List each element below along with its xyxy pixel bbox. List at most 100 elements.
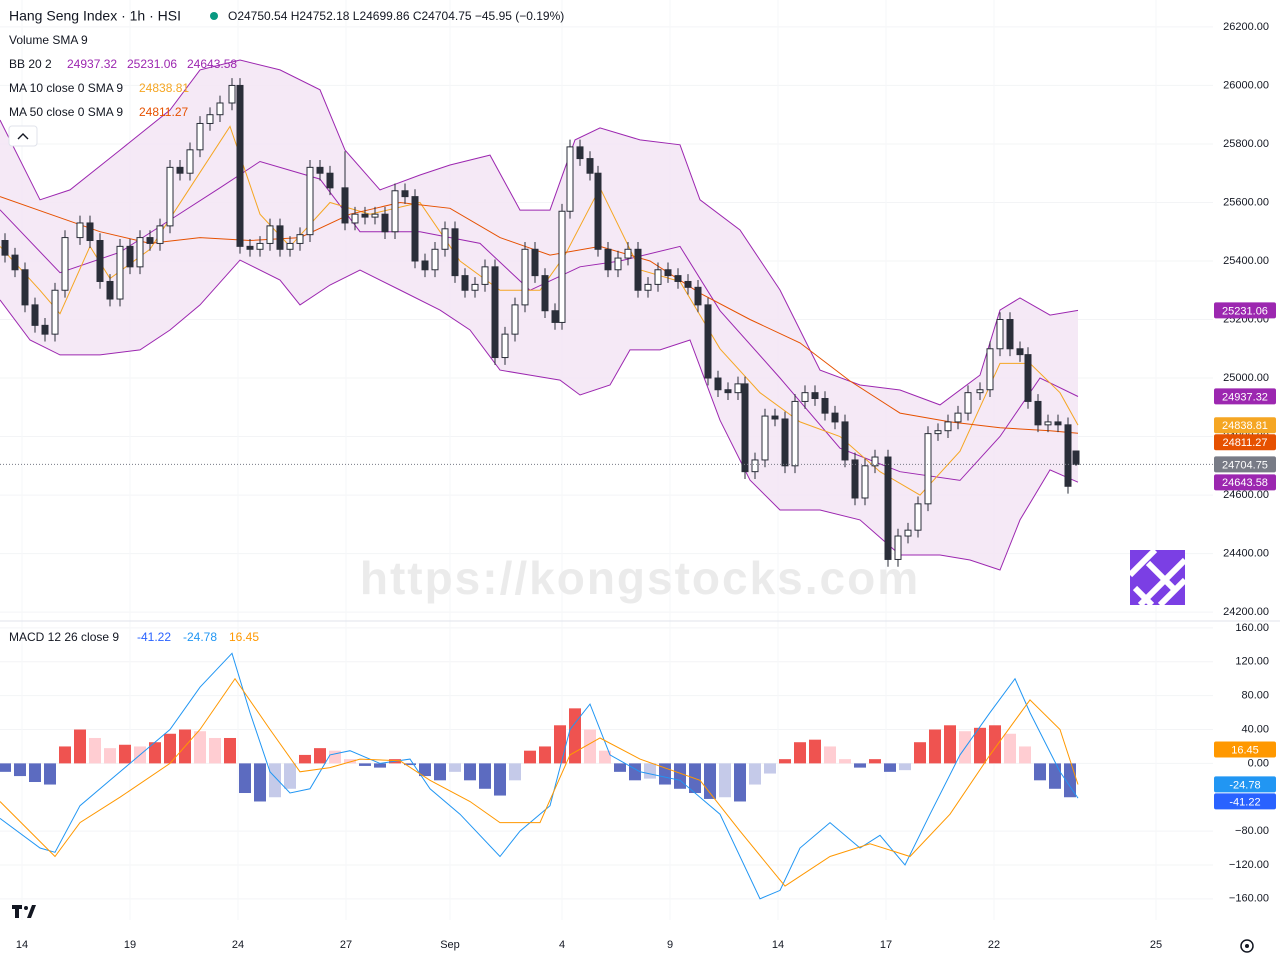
candle-body <box>1024 354 1032 402</box>
y-tick-label: −160.00 <box>1229 893 1269 905</box>
histogram-bar <box>0 763 11 772</box>
histogram-bar <box>839 759 851 764</box>
histogram-bar <box>929 729 941 764</box>
x-tick-label: 14 <box>16 939 28 951</box>
candle-body <box>734 383 742 394</box>
candle-body <box>624 248 632 259</box>
settings-button[interactable] <box>1240 939 1254 953</box>
collapse-legend-button[interactable] <box>8 125 38 147</box>
y-tick-label: 25400.00 <box>1223 255 1269 267</box>
x-tick-label: 25 <box>1150 939 1162 951</box>
price-badge <box>1214 388 1276 405</box>
candle-body <box>146 237 154 244</box>
broker-logo <box>1127 547 1188 608</box>
candle-body <box>411 196 419 262</box>
candle-body <box>441 228 449 250</box>
price-badges: 25231.06 24937.32 24838.81 24811.27 24704.75… <box>1214 302 1276 810</box>
symbol-title[interactable]: Hang Seng Index · 1h · HSI <box>9 8 181 24</box>
candle-body <box>511 304 519 335</box>
candle-body <box>724 389 732 394</box>
x-tick-label: 4 <box>559 939 565 951</box>
tradingview-logo[interactable] <box>12 905 36 918</box>
histogram-bar <box>794 742 806 764</box>
candle-body <box>286 242 294 250</box>
x-tick-label: 14 <box>772 939 784 951</box>
candle-body <box>186 149 194 174</box>
x-tick-label: 27 <box>340 939 352 951</box>
bb-upper <box>0 59 1079 406</box>
histogram-bar <box>299 754 311 764</box>
candle-body <box>761 415 769 461</box>
candle-body <box>501 333 509 359</box>
axes: 24200.0024400.0024600.0024800.0025000.00… <box>16 21 1269 951</box>
candle-body <box>976 389 984 394</box>
y-tick-label: 24600.00 <box>1223 489 1269 501</box>
price-badge-label: 16.45 <box>1231 744 1259 756</box>
x-tick-label: Sep <box>440 939 460 951</box>
chevron-icon <box>17 133 29 140</box>
histogram-bar <box>119 744 131 764</box>
candle-body <box>106 280 114 300</box>
macd-legend[interactable]: MACD 12 26 close 9 <box>9 630 119 644</box>
ohlc-readout: O24750.54 H24752.18 L24699.86 C24704.75 … <box>228 9 564 23</box>
candle-body <box>86 222 94 242</box>
candle-body <box>704 304 712 379</box>
candle-body <box>341 187 349 224</box>
candle-body <box>116 245 124 300</box>
y-tick-label: 40.00 <box>1241 723 1269 735</box>
ma10-value: 24838.81 <box>139 81 189 95</box>
histogram-bar <box>944 725 956 764</box>
price-badge-label: 24704.75 <box>1222 459 1268 471</box>
ma50-legend[interactable]: MA 50 close 0 SMA 9 <box>9 105 123 119</box>
histogram-bar <box>1019 746 1031 764</box>
x-tick-label: 19 <box>124 939 136 951</box>
candle-body <box>1072 450 1080 465</box>
candle-body <box>821 398 829 414</box>
signal-line <box>0 677 1079 887</box>
price-badge <box>1214 776 1276 793</box>
bb-fill <box>0 59 1078 570</box>
histogram-bar <box>89 737 101 764</box>
candle-body <box>326 172 334 189</box>
candle-body <box>156 225 164 244</box>
candle-body <box>586 158 594 174</box>
histogram-bar <box>989 725 1001 764</box>
volume-legend[interactable]: Volume SMA 9 <box>9 33 88 47</box>
histogram-bar <box>569 708 581 764</box>
candle-body <box>944 421 952 432</box>
histogram-bar <box>584 729 596 764</box>
histogram-bar <box>1049 763 1061 789</box>
candle-body <box>206 114 214 124</box>
candle-body <box>531 248 539 277</box>
candle-body <box>841 421 849 461</box>
candle-body <box>684 280 692 288</box>
bb-basis-value: 24937.32 <box>67 57 117 71</box>
candle-body <box>831 412 839 423</box>
candle-body <box>276 225 284 250</box>
candle-body <box>664 269 672 277</box>
market-status[interactable] <box>210 12 218 20</box>
candle-body <box>566 146 574 212</box>
histogram-bar <box>734 763 746 802</box>
histogram-bar <box>314 748 326 764</box>
ma10-legend[interactable]: MA 10 close 0 SMA 9 <box>9 81 123 95</box>
candle-body <box>871 456 879 467</box>
histogram-bar <box>509 763 521 781</box>
histogram-bar <box>494 763 506 796</box>
logo-tile <box>1130 550 1185 605</box>
histogram-value: 16.45 <box>229 630 259 644</box>
candle-body <box>634 248 642 291</box>
bb-legend[interactable]: BB 20 2 <box>9 57 52 71</box>
x-tick-label: 22 <box>988 939 1000 951</box>
tv-logo-v <box>27 905 36 918</box>
histogram-bar <box>974 727 986 764</box>
candle-body <box>674 275 682 282</box>
candle-body <box>246 245 254 250</box>
candle-body <box>256 242 264 250</box>
candle-body <box>431 248 439 271</box>
histogram-bar <box>44 763 56 785</box>
candle-body <box>694 286 702 306</box>
histogram-bar <box>1004 733 1016 764</box>
candle-body <box>781 418 789 467</box>
histogram-bar <box>914 742 926 764</box>
